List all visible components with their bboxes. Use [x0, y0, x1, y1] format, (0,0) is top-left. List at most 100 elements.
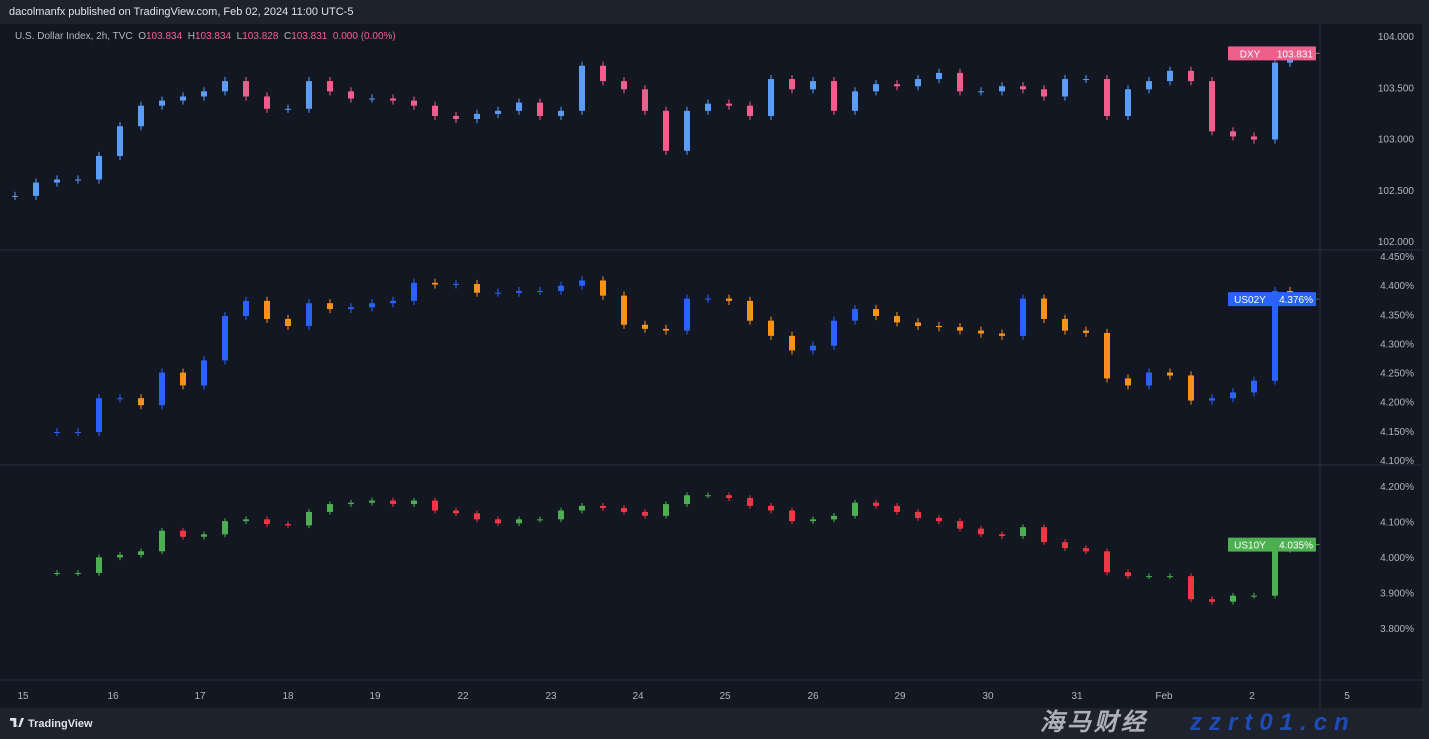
- time-tick: 24: [632, 691, 644, 702]
- time-tick: 23: [545, 691, 557, 702]
- chart-area[interactable]: 104.000 103.500 103.000 102.500 102.000 DXY 10…: [0, 24, 1422, 708]
- candle-body: [978, 330, 984, 334]
- candle-body: [327, 303, 333, 310]
- candle-body: [474, 283, 480, 293]
- last-price-label: 4.376%: [1279, 295, 1313, 306]
- price-tick: 102.500: [1378, 186, 1415, 197]
- candle-body: [117, 398, 123, 400]
- candle-body: [789, 335, 795, 351]
- candle-body: [75, 572, 81, 574]
- high-label: H: [187, 31, 195, 42]
- price-tick: 103.500: [1378, 83, 1415, 94]
- candle-body: [474, 113, 480, 120]
- time-tick: 15: [17, 691, 29, 702]
- time-tick: 19: [369, 691, 381, 702]
- price-tick: 4.000%: [1380, 553, 1414, 564]
- price-label-badge: [1228, 292, 1316, 307]
- candle-body: [915, 79, 921, 87]
- candle-body: [117, 126, 123, 156]
- candle-body: [936, 325, 942, 328]
- last-price-label: 103.831: [1277, 49, 1314, 60]
- price-tick: 4.100%: [1380, 518, 1414, 529]
- candle-body: [537, 102, 543, 116]
- price-tick: 4.300%: [1380, 339, 1414, 350]
- candle-body: [54, 432, 60, 434]
- candle-body: [138, 551, 144, 555]
- time-tick: 22: [457, 691, 469, 702]
- candle-body: [1104, 332, 1110, 379]
- candle-body: [243, 519, 249, 522]
- candle-body: [747, 300, 753, 321]
- candle-body: [285, 108, 291, 110]
- candle-body: [1167, 372, 1173, 376]
- candle-body: [684, 298, 690, 331]
- candle-body: [222, 316, 228, 361]
- candle-body: [1083, 548, 1089, 552]
- candle-body: [684, 110, 690, 151]
- candle-body: [1125, 378, 1131, 386]
- candle-body: [369, 500, 375, 503]
- candle-body: [894, 84, 900, 87]
- candle-body: [33, 182, 39, 196]
- candle-body: [516, 519, 522, 524]
- symbol-label: DXY: [1240, 49, 1261, 60]
- price-tick: 3.800%: [1380, 624, 1414, 635]
- candle-body: [75, 432, 81, 434]
- candle-body: [243, 81, 249, 97]
- price-tick: 102.000: [1378, 237, 1415, 248]
- candle-body: [600, 65, 606, 82]
- candle-body: [999, 534, 1005, 537]
- candle-body: [579, 505, 585, 511]
- publish-info: dacolmanfx published on TradingView.com,…: [9, 6, 354, 18]
- candle-body: [1188, 70, 1194, 82]
- candle-body: [1083, 79, 1089, 81]
- candle-body: [915, 511, 921, 518]
- candle-body: [1041, 527, 1047, 543]
- candle-body: [432, 500, 438, 511]
- candle-body: [747, 498, 753, 506]
- tradingview-logo[interactable]: TradingView: [10, 718, 93, 730]
- candle-body: [726, 298, 732, 301]
- candle-body: [1104, 551, 1110, 573]
- candle-body: [1188, 375, 1194, 401]
- candle-body: [789, 510, 795, 522]
- candle-body: [810, 345, 816, 351]
- price-tick: 4.400%: [1380, 281, 1414, 292]
- symbol-label: US02Y: [1234, 295, 1266, 306]
- candle-body: [495, 110, 501, 114]
- candle-body: [1272, 62, 1278, 140]
- chart-svg[interactable]: 104.000 103.500 103.000 102.500 102.000 DXY 10…: [0, 24, 1422, 708]
- candle-body: [348, 307, 354, 310]
- candle-body: [768, 320, 774, 336]
- price-label-badge: [1228, 537, 1316, 552]
- candle-body: [516, 290, 522, 293]
- candle-body: [1041, 298, 1047, 319]
- candle-body: [96, 155, 102, 180]
- candle-body: [936, 72, 942, 80]
- candle-body: [159, 372, 165, 406]
- candle-body: [1272, 549, 1278, 596]
- time-tick: 29: [894, 691, 906, 702]
- candle-body: [453, 510, 459, 514]
- candle-body: [978, 528, 984, 535]
- time-tick: 25: [719, 691, 731, 702]
- price-tick: 4.450%: [1380, 252, 1414, 263]
- open-label: O: [138, 31, 146, 42]
- candle-body: [999, 333, 1005, 336]
- candle-body: [642, 511, 648, 516]
- last-price-label: 4.035%: [1279, 541, 1313, 552]
- candle-body: [390, 500, 396, 505]
- candle-body: [726, 495, 732, 499]
- candle-body: [1251, 595, 1257, 597]
- candle-body: [558, 510, 564, 520]
- candle-body: [1125, 89, 1131, 116]
- price-tick: 4.250%: [1380, 369, 1414, 380]
- candle-body: [1062, 542, 1068, 549]
- candle-body: [138, 398, 144, 406]
- candle-body: [810, 519, 816, 522]
- candle-body: [621, 508, 627, 512]
- candle-body: [894, 316, 900, 323]
- candle-body: [1167, 576, 1173, 578]
- price-tick: 103.000: [1378, 135, 1415, 146]
- candle-body: [642, 89, 648, 111]
